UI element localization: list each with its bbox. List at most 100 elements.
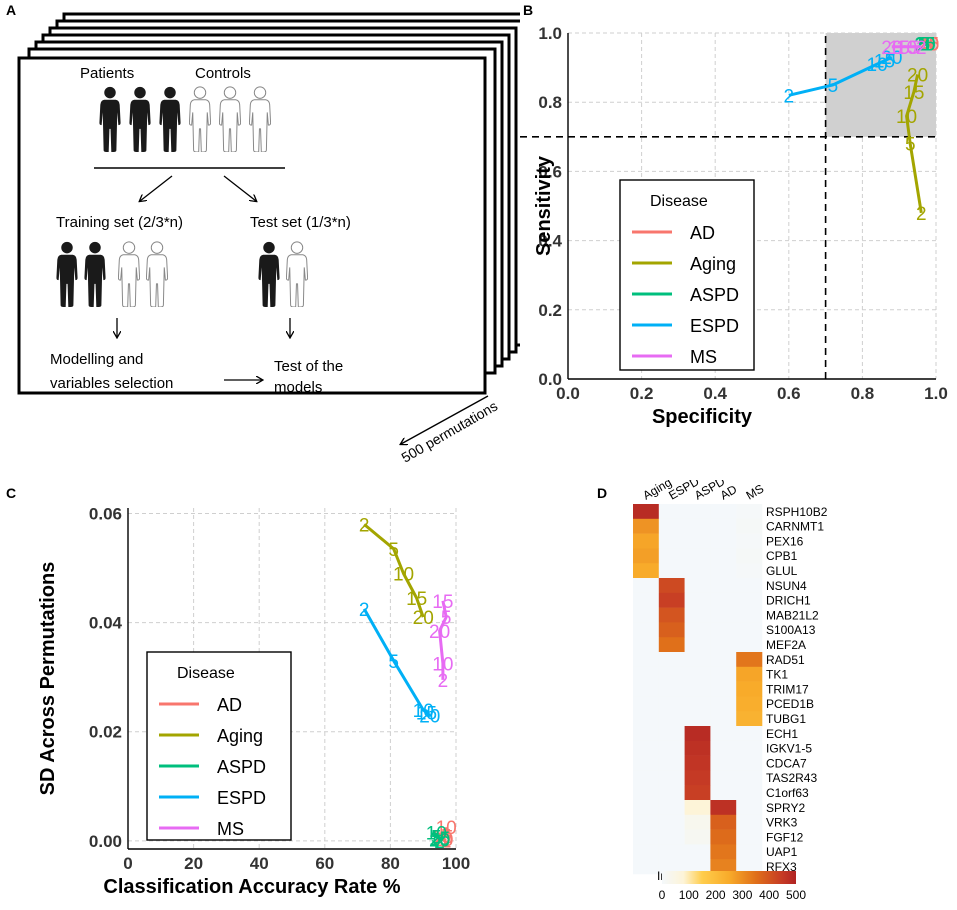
x-tick-label-c: 20: [184, 854, 203, 873]
heatmap-cell: [710, 607, 737, 623]
point-label-aspd-c: 2: [434, 832, 445, 853]
heatmap-cell: [658, 726, 685, 742]
heatmap-cell: [684, 711, 711, 727]
training-set-label: Training set (2/3*n): [56, 214, 183, 231]
heatmap-row-label: TRIM17: [766, 682, 809, 696]
heatmap-cell: [633, 726, 660, 742]
heatmap-cell: [658, 666, 685, 682]
heatmap-cell: [633, 637, 660, 653]
heatmap-cell: [633, 607, 660, 623]
heatmap-cell: [684, 518, 711, 534]
heatmap-cell: [736, 518, 763, 534]
series-line-aging-c: [363, 523, 425, 618]
heatmap-cell: [633, 681, 660, 697]
point-label-aspd-c: 10: [426, 824, 447, 845]
heatmap-cell: [684, 740, 711, 756]
heatmap-cell: [684, 548, 711, 564]
heatmap-cell: [684, 607, 711, 623]
point-label-ad-b: 10: [918, 34, 939, 55]
y-tick-label-b: 1.0: [538, 24, 562, 43]
colorbar-tick-label: 0: [659, 888, 666, 902]
split-arrow-right-icon: [223, 175, 256, 201]
heatmap-cell: [736, 785, 763, 801]
heatmap-cell: [684, 770, 711, 786]
heatmap-cell: [658, 504, 685, 520]
heatmap-row-label: CDCA7: [766, 756, 807, 770]
heatmap-cell: [684, 844, 711, 860]
heatmap-cell: [633, 829, 660, 845]
heatmap-cell: [736, 711, 763, 727]
legend-box-c: [146, 651, 292, 841]
series-line-espd-c: [362, 608, 431, 717]
heatmap-cell: [736, 504, 763, 520]
heatmap-cell: [710, 666, 737, 682]
x-tick-label-b: 0.4: [703, 384, 727, 403]
heatmap-cell: [633, 740, 660, 756]
y-axis-title-b: Sensitivity: [533, 155, 555, 256]
heatmap-cell: [658, 740, 685, 756]
x-tick-label-c: 60: [315, 854, 334, 873]
point-label-ad-b: 5: [923, 34, 934, 55]
y-axis-title-c: SD Across Permutations: [37, 562, 59, 796]
heatmap-cell: [710, 637, 737, 653]
legend-label-aging-c: Aging: [217, 726, 263, 746]
heatmap-row-label: VRK3: [766, 816, 798, 830]
heatmap-cell: [658, 681, 685, 697]
panel-letter-a: A: [6, 2, 17, 18]
heatmap-cell: [736, 770, 763, 786]
series-line-espd-b: [788, 55, 893, 97]
heatmap-cell: [658, 814, 685, 830]
x-tick-label-b: 0.6: [777, 384, 801, 403]
design-diagram: Patients Controls Training set (2/3*n) T…: [17, 12, 520, 466]
heatmap-cell: [736, 800, 763, 816]
heatmap-cell: [684, 696, 711, 712]
heatmap-cell: [710, 785, 737, 801]
heatmap-cell: [658, 696, 685, 712]
heatmap-cell: [736, 622, 763, 638]
y-tick-label-b: 0.4: [538, 232, 562, 251]
heatmap-cell: [658, 800, 685, 816]
point-label-aspd-b: 5: [920, 34, 931, 55]
heatmap-cell: [710, 829, 737, 845]
heatmap-cell: [710, 696, 737, 712]
heatmap-cell: [736, 592, 763, 608]
point-label-aging-b: 15: [903, 83, 924, 104]
permutations-label: 500 permutations: [399, 398, 501, 466]
point-label-ad-b: 2: [923, 34, 934, 55]
colorbar-tick-label: 500: [786, 888, 806, 902]
heatmap-cell: [736, 726, 763, 742]
point-label-ms-b: 2: [916, 38, 927, 59]
heatmap-cell: [710, 652, 737, 668]
heatmap-cell: [633, 859, 660, 875]
heatmap-cell: [684, 800, 711, 816]
legend-title-c: Disease: [177, 665, 235, 682]
heatmap-row-label: GLUL: [766, 564, 798, 578]
heatmap-row-label: NSUN4: [766, 579, 807, 593]
heatmap-cell: [684, 814, 711, 830]
heatmap-cell: [658, 563, 685, 579]
modelling-label-line2: variables selection: [50, 375, 173, 392]
heatmap-cell: [658, 548, 685, 564]
heatmap-cell: [710, 533, 737, 549]
heatmap-cell: [633, 592, 660, 608]
point-label-ad-c: 5: [441, 826, 452, 847]
heatmap-cell: [633, 711, 660, 727]
heatmap-cell: [633, 518, 660, 534]
point-label-aging-b: 5: [905, 135, 916, 156]
panel-letter-c: C: [6, 485, 17, 501]
heatmap-cell: [710, 800, 737, 816]
heatmap-cell: [710, 770, 737, 786]
heatmap-cell: [710, 859, 737, 875]
point-label-ms-c: 20: [429, 622, 450, 643]
point-label-aging-c: 15: [406, 589, 427, 610]
heatmap-cell: [633, 844, 660, 860]
point-label-espd-c: 5: [388, 652, 399, 673]
heatmap-row-label: RAD51: [766, 653, 805, 667]
heatmap-cell: [710, 518, 737, 534]
heatmap-cell: [736, 548, 763, 564]
chart-b: 0.0 0.2 0.4 0.6 0.8 1.00.00.20.40.60.81.02015…: [520, 24, 948, 428]
heatmap-cell: [736, 578, 763, 594]
heatmap-cell: [710, 814, 737, 830]
heatmap-cell: [736, 637, 763, 653]
heatmap-cell: [658, 622, 685, 638]
